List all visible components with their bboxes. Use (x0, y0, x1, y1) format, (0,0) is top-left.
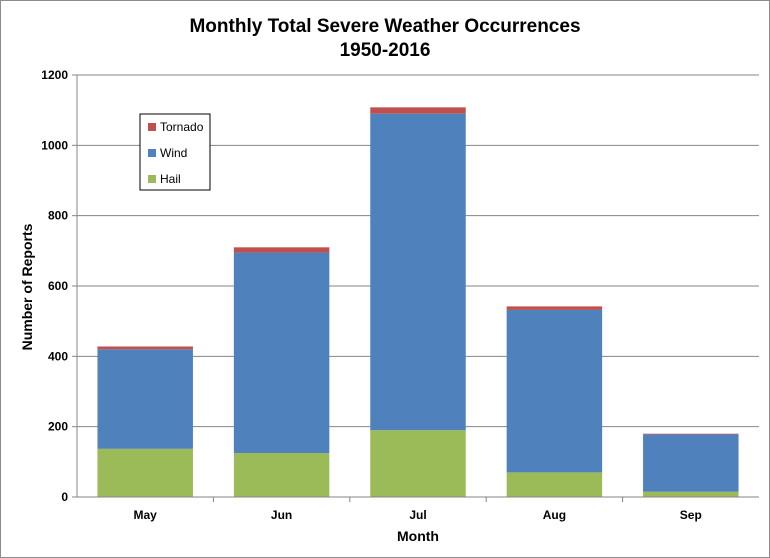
bar-hail-may (97, 448, 193, 497)
y-tick-label: 1000 (41, 138, 68, 152)
legend-swatch-hail (148, 175, 156, 183)
y-tick-label: 1200 (41, 68, 68, 82)
x-tick-label: Sep (680, 508, 702, 522)
bar-tornado-sep (643, 433, 739, 435)
bar-hail-sep (643, 491, 739, 497)
y-tick-label: 600 (48, 279, 68, 293)
y-tick-label: 0 (61, 490, 68, 504)
chart-title: Monthly Total Severe Weather Occurrences (189, 16, 580, 37)
chart-subtitle: 1950-2016 (340, 40, 431, 61)
x-tick-label: Aug (543, 508, 566, 522)
bar-wind-aug (506, 309, 603, 473)
y-axis-title: Number of Reports (19, 223, 35, 350)
bar-tornado-jul (370, 107, 466, 114)
x-axis-title: Month (397, 528, 439, 544)
x-tick-labels: May Jun Jul Aug Sep (134, 497, 702, 522)
x-tick-label: Jun (271, 508, 292, 522)
y-tick-label: 800 (48, 209, 68, 223)
bar-hail-aug (506, 472, 603, 497)
x-tick-label: Jul (409, 508, 426, 522)
y-tick-label: 400 (48, 349, 68, 363)
legend-swatch-tornado (148, 123, 156, 131)
bar-hail-jun (233, 453, 330, 497)
legend-swatch-wind (148, 149, 156, 157)
y-tick-labels: 0 200 400 600 800 1000 1200 (41, 68, 68, 504)
bar-tornado-jun (233, 247, 330, 253)
bar-wind-jun (233, 252, 330, 454)
x-tick-label: May (134, 508, 158, 522)
legend-label-hail: Hail (160, 172, 181, 186)
bar-wind-jul (370, 113, 466, 431)
bars (97, 107, 739, 497)
bar-wind-may (97, 349, 193, 449)
bar-tornado-may (97, 346, 193, 350)
y-tick-label: 200 (48, 420, 68, 434)
bar-wind-sep (643, 434, 739, 492)
legend-label-tornado: Tornado (160, 120, 204, 134)
bar-tornado-aug (506, 306, 603, 310)
axes (76, 75, 759, 498)
legend-label-wind: Wind (160, 146, 187, 160)
bar-hail-jul (370, 430, 466, 497)
legend: Tornado Wind Hail (139, 113, 211, 191)
